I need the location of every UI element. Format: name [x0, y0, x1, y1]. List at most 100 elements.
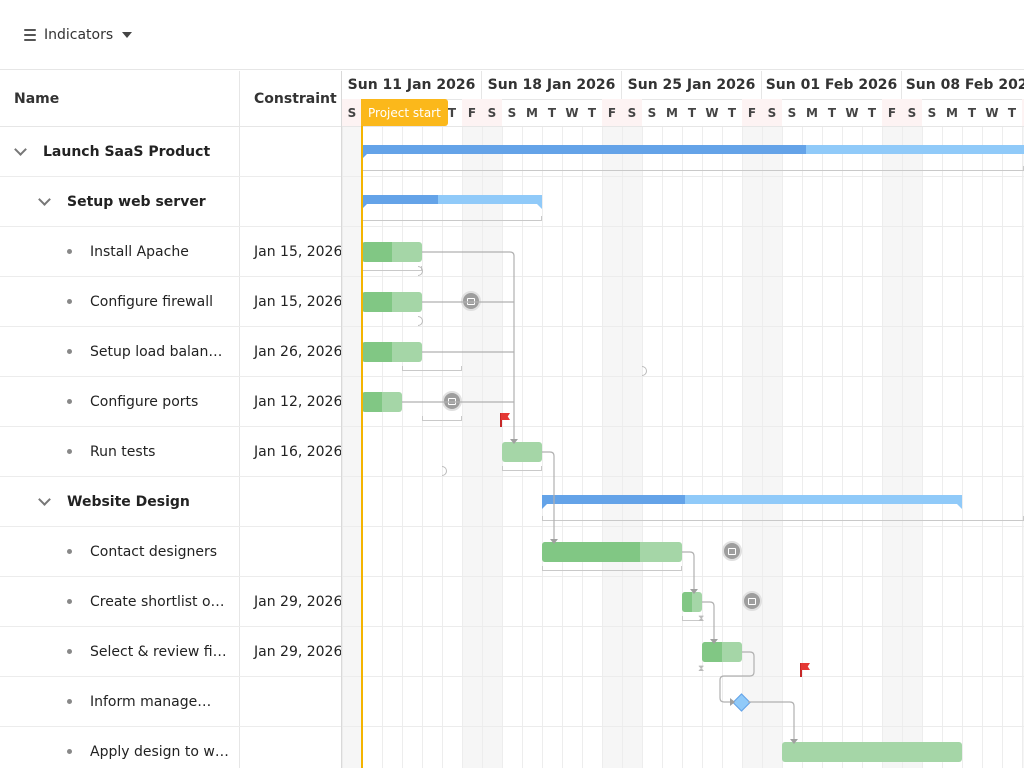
task-name-cell: Configure ports [67, 377, 198, 426]
day-gridline [542, 127, 543, 768]
day-gridline [582, 127, 583, 768]
day-header: T [687, 106, 697, 120]
bullet-icon [67, 299, 72, 304]
day-gridline [882, 127, 883, 768]
day-gridline [742, 127, 743, 768]
task-bar-run-tests[interactable] [502, 442, 542, 462]
summary-bar-launch-saas-product[interactable] [362, 145, 1024, 159]
indicator-icon[interactable] [722, 541, 742, 561]
day-header: W [705, 106, 719, 120]
day-header: S [622, 99, 642, 127]
day-header: M [946, 106, 958, 120]
indicator-icon[interactable] [742, 591, 762, 611]
row-gridline [342, 176, 1024, 177]
day-gridline [602, 127, 603, 768]
row-gridline [342, 376, 1024, 377]
indicators-label: Indicators [44, 27, 114, 43]
day-header: T [967, 106, 977, 120]
gantt-chart: Sun 11 Jan 2026 Sun 18 Jan 2026 Sun 25 J… [342, 71, 1024, 768]
task-row[interactable]: Run tests Jan 16, 2026 [0, 427, 342, 477]
deadline-flag-icon [500, 413, 510, 427]
task-name: Apply design to w… [90, 743, 229, 760]
bullet-icon [67, 449, 72, 454]
task-name: Install Apache [90, 243, 189, 260]
day-header: T [447, 106, 457, 120]
day-header: T [587, 106, 597, 120]
grid-header: Name Constraint D [0, 71, 342, 127]
task-name: Run tests [90, 443, 156, 460]
column-divider[interactable] [239, 71, 240, 768]
row-gridline [342, 476, 1024, 477]
day-header: F [602, 99, 622, 127]
task-row[interactable]: Setup web server [0, 177, 342, 227]
column-header-constraint-date[interactable]: Constraint D [254, 90, 342, 107]
task-name: Launch SaaS Product [43, 143, 211, 160]
task-name: Setup web server [67, 193, 206, 210]
day-header: T [1007, 106, 1017, 120]
baseline [682, 616, 702, 621]
day-gridline [762, 127, 763, 768]
summary-bar-setup-web-server[interactable] [362, 195, 542, 209]
chevron-down-icon[interactable] [38, 192, 51, 206]
task-row[interactable]: Inform manage… [0, 677, 342, 727]
task-name-cell: Create shortlist o… [67, 577, 225, 626]
task-bar-setup-load-balancer[interactable] [362, 342, 422, 362]
task-bar-apply-design[interactable] [782, 742, 962, 762]
indicators-menu-button[interactable]: Indicators [24, 22, 133, 48]
task-row[interactable]: Select & review fi… Jan 29, 2026 [0, 627, 342, 677]
bullet-icon [67, 349, 72, 354]
grid-chart-splitter[interactable] [341, 71, 342, 768]
summary-bar-website-design[interactable] [542, 495, 962, 509]
constraint-date-cell: Jan 29, 2026 [254, 593, 342, 610]
day-header: F [1022, 99, 1024, 127]
row-gridline [342, 726, 1024, 727]
header-divider [342, 99, 1024, 100]
baseline [422, 416, 462, 421]
task-name: Setup load balan… [90, 343, 223, 360]
task-row[interactable]: Website Design [0, 477, 342, 527]
row-gridline [342, 426, 1024, 427]
day-gridline [442, 127, 443, 768]
day-gridline [402, 127, 403, 768]
task-name-cell: Configure firewall [67, 277, 213, 326]
task-bar-select-review[interactable] [702, 642, 742, 662]
task-row[interactable]: Configure ports Jan 12, 2026 [0, 377, 342, 427]
chevron-down-icon[interactable] [38, 492, 51, 506]
task-bar-create-shortlist[interactable] [682, 592, 702, 612]
day-header: W [565, 106, 579, 120]
week-header: Sun 01 Feb 2026 [762, 71, 902, 99]
task-bar-configure-ports[interactable] [362, 392, 402, 412]
day-header: S [647, 106, 657, 120]
week-header: Sun 18 Jan 2026 [482, 71, 622, 99]
task-name: Configure ports [90, 393, 199, 410]
column-header-name[interactable]: Name [14, 90, 60, 107]
row-gridline [342, 326, 1024, 327]
indicator-icon[interactable] [442, 391, 462, 411]
baseline [402, 366, 462, 371]
chevron-down-icon[interactable] [14, 142, 27, 156]
task-name: Inform manage… [90, 693, 212, 710]
day-header: M [666, 106, 678, 120]
task-name: Configure firewall [90, 293, 213, 310]
day-gridline [802, 127, 803, 768]
constraint-icon: ⧗ [698, 664, 705, 674]
task-row[interactable]: Launch SaaS Product [0, 127, 342, 177]
day-gridline [962, 127, 963, 768]
task-bar-configure-firewall[interactable] [362, 292, 422, 312]
day-header: S [507, 106, 517, 120]
task-row[interactable]: Apply design to w… [0, 727, 342, 768]
day-gridline [642, 127, 643, 768]
weekend-shade [622, 127, 642, 768]
weekend-shade [882, 127, 902, 768]
task-row[interactable]: Create shortlist o… Jan 29, 2026 [0, 577, 342, 627]
task-bar-install-apache[interactable] [362, 242, 422, 262]
weekend-shade [1022, 127, 1024, 768]
task-row[interactable]: Configure firewall Jan 15, 2026 [0, 277, 342, 327]
task-row[interactable]: Install Apache Jan 15, 2026 [0, 227, 342, 277]
task-bar-contact-designers[interactable] [542, 542, 682, 562]
task-row[interactable]: Setup load balan… Jan 26, 2026 [0, 327, 342, 377]
indicator-icon[interactable] [461, 291, 481, 311]
task-row[interactable]: Contact designers [0, 527, 342, 577]
day-header: T [547, 106, 557, 120]
task-name: Select & review fi… [90, 643, 227, 660]
